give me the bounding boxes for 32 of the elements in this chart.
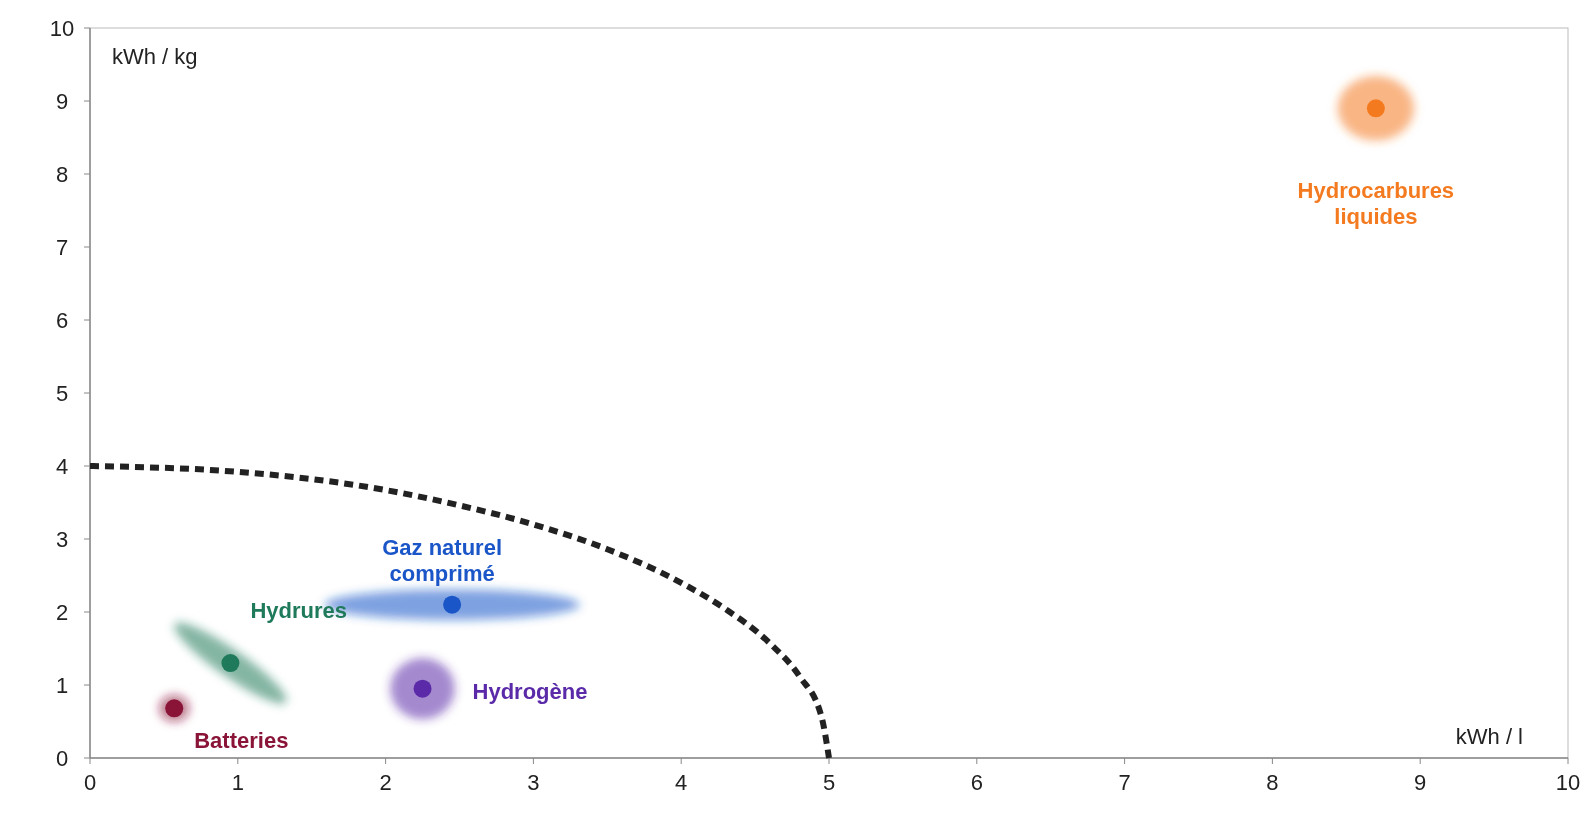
x-tick-label: 6 xyxy=(970,770,983,795)
point xyxy=(443,595,462,614)
x-tick-label: 2 xyxy=(379,770,392,795)
x-tick-label: 0 xyxy=(83,770,97,795)
y-tick-label: 3 xyxy=(55,527,69,552)
x-tick-label: 9 xyxy=(1414,770,1427,795)
x-tick-label: 7 xyxy=(1118,770,1131,795)
x-tick-label: 4 xyxy=(675,770,688,795)
y-tick-label: 2 xyxy=(55,600,69,625)
y-tick-label: 5 xyxy=(55,381,69,406)
x-tick-label: 8 xyxy=(1266,770,1279,795)
y-tick-label: 1 xyxy=(55,673,69,698)
y-tick-label: 4 xyxy=(55,454,69,479)
y-tick-label: 9 xyxy=(55,89,69,114)
x-tick-label: 1 xyxy=(231,770,244,795)
y-tick-label: 8 xyxy=(55,162,69,187)
y-tick-label: 6 xyxy=(55,308,69,333)
x-tick-label: 3 xyxy=(527,770,540,795)
x-axis-title: kWh / l xyxy=(1455,724,1523,749)
y-tick-label: 0 xyxy=(55,746,69,771)
text: Hydrocarbures liquides xyxy=(1297,178,1455,230)
y-axis-title: kWh / kg xyxy=(112,44,198,69)
point xyxy=(221,654,240,673)
series-label: Batteries xyxy=(194,728,289,754)
series-label: Hydrures xyxy=(250,598,347,624)
x-tick-label: 5 xyxy=(822,770,836,795)
series-label: Gaz naturel comprimé xyxy=(382,534,503,586)
x-tick-label: 10 xyxy=(1555,770,1581,795)
series-label: Hydrogène xyxy=(472,678,588,704)
y-tick-label: 10 xyxy=(49,16,75,41)
y-tick-label: 7 xyxy=(55,235,69,260)
point xyxy=(1366,99,1385,118)
